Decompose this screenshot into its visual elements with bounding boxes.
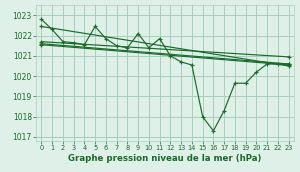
X-axis label: Graphe pression niveau de la mer (hPa): Graphe pression niveau de la mer (hPa)	[68, 154, 262, 163]
